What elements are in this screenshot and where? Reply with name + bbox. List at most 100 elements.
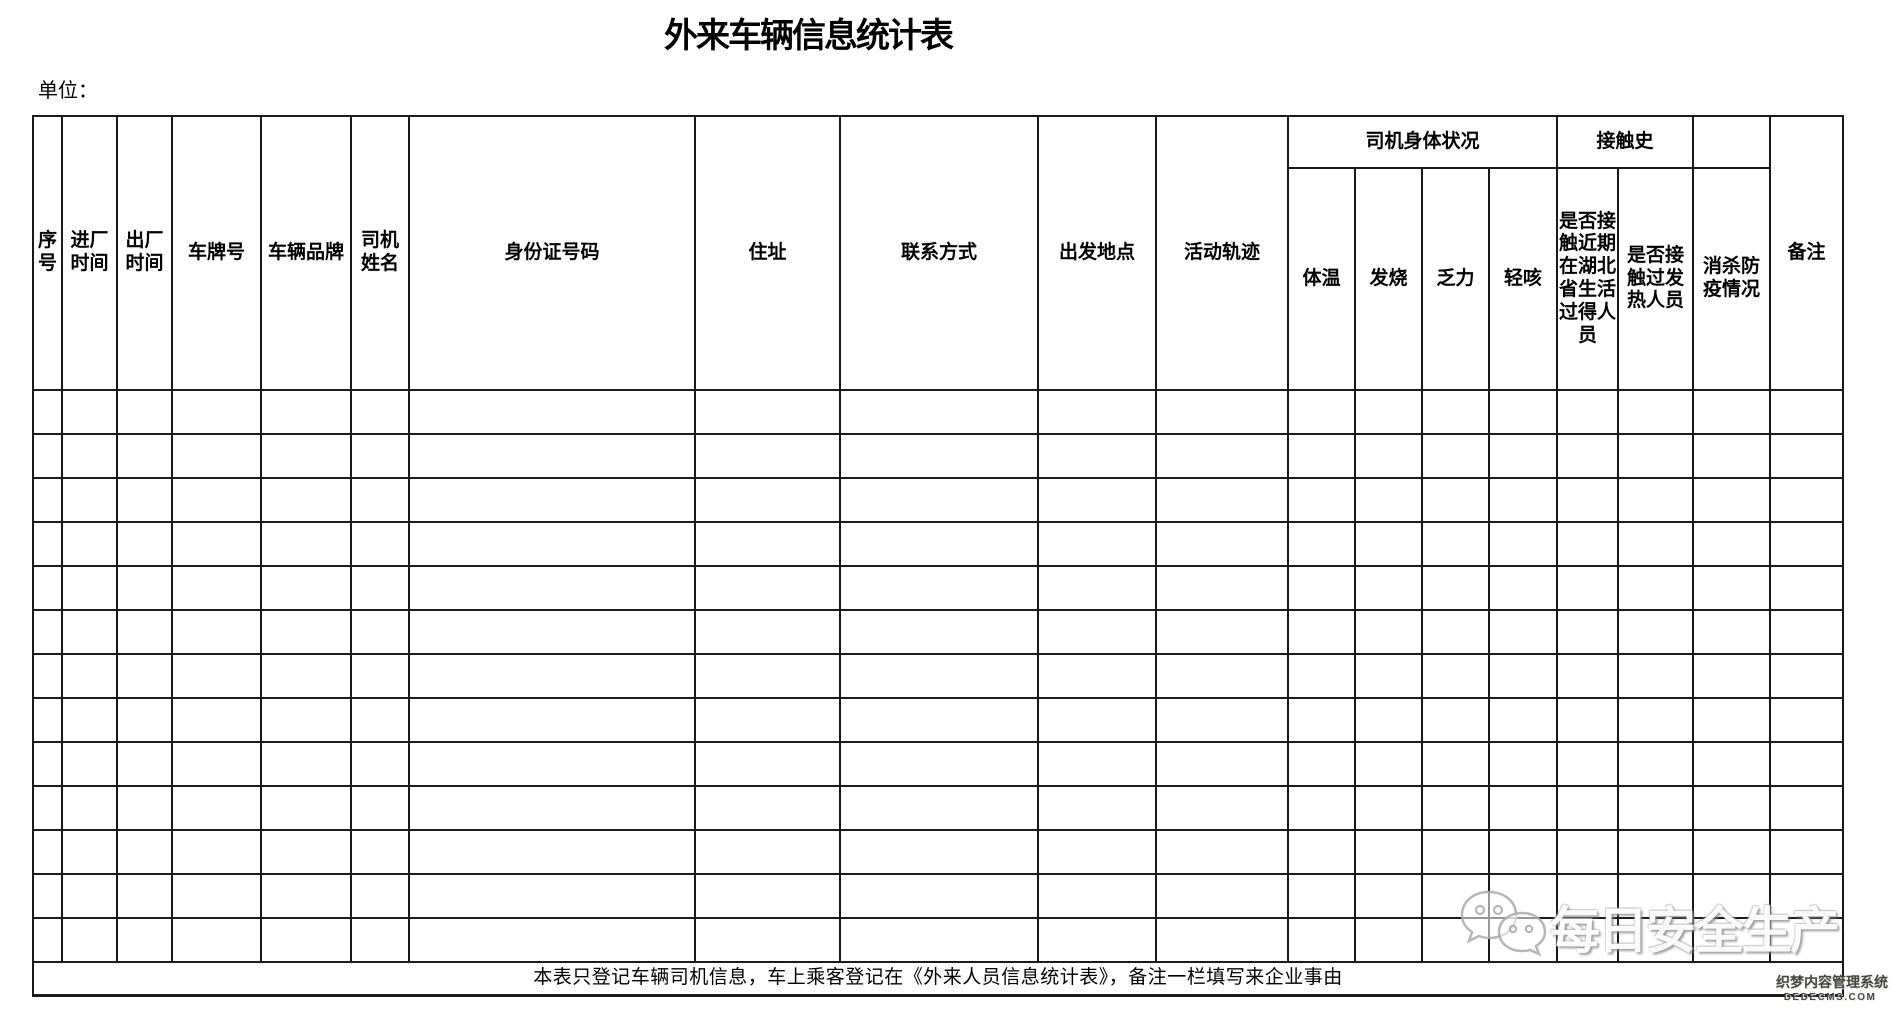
table-cell [1037,653,1157,699]
table-cell [1692,697,1772,743]
table-cell [32,741,63,787]
table-cell [1692,609,1772,655]
table-cell [1556,433,1620,479]
col-entry-time: 进厂时间 [61,115,118,391]
table-cell [61,653,118,699]
table-cell [260,389,352,435]
table-cell [171,565,262,611]
table-cell [839,697,1039,743]
table-cell [171,741,262,787]
table-cell [1037,829,1157,875]
table-cell [350,653,410,699]
table-cell [1692,433,1772,479]
table-cell [408,521,696,567]
table-cell [116,741,173,787]
table-cell [1037,917,1157,963]
table-cell [1037,389,1157,435]
table-cell [1421,565,1490,611]
table-cell [1421,741,1490,787]
table-cell [116,609,173,655]
table-cell [1421,653,1490,699]
table-cell [1692,785,1772,831]
empty-group-header-cell [1692,115,1772,169]
table-cell [839,389,1039,435]
group-driver-health: 司机身体状况 [1286,115,1559,169]
table-cell [1769,609,1845,655]
col-fever-contact: 是否接触过发热人员 [1617,167,1695,391]
col-temperature: 体温 [1287,167,1356,391]
table-cell [32,477,63,523]
table-cell [839,917,1039,963]
table-cell [1155,477,1289,523]
table-cell [408,785,696,831]
table-cell [694,917,841,963]
table-cell [350,785,410,831]
table-cell [1769,741,1845,787]
table-cell [1556,653,1620,699]
table-cell [1692,389,1772,435]
table-cell [1421,917,1490,963]
table-cell [694,609,841,655]
col-contact: 联系方式 [839,115,1039,391]
table-cell [1769,565,1845,611]
table-cell [116,653,173,699]
table-cell [116,389,173,435]
table-cell [1354,653,1423,699]
header-sub-row: 体温 发烧 乏力 轻咳 是否接触近期在湖北省生活过得人员 是否接触过发热人员 消… [33,167,1843,391]
table-cell [61,389,118,435]
table-cell [350,389,410,435]
table-cell [1769,873,1845,919]
table-row [32,917,1845,963]
table-cell [1487,433,1559,479]
page-title: 外来车辆信息统计表 [664,18,954,55]
table-cell [1287,609,1356,655]
table-cell [1354,521,1423,567]
table-cell [350,873,410,919]
table-cell [839,785,1039,831]
table-row [32,433,1845,479]
table-cell [1155,829,1289,875]
table-cell [1037,477,1157,523]
table-cell [1287,653,1356,699]
table-cell [694,653,841,699]
table-cell [1556,917,1620,963]
table-cell [171,785,262,831]
table-cell [694,521,841,567]
col-activity-track: 活动轨迹 [1155,115,1289,391]
table-cell [1556,477,1620,523]
table-cell [32,521,63,567]
table-cell [1037,609,1157,655]
table-row [32,521,1845,567]
table-cell [408,873,696,919]
table-cell [839,477,1039,523]
table-cell [61,917,118,963]
col-fever: 发烧 [1354,167,1423,391]
table-row [32,477,1845,523]
table-cell [32,565,63,611]
table-cell [171,873,262,919]
col-cough: 轻咳 [1487,167,1559,391]
col-vehicle-brand: 车辆品牌 [260,115,352,391]
table-cell [1487,653,1559,699]
table-cell [1617,477,1695,523]
table-cell [32,917,63,963]
table-cell [1769,389,1845,435]
table-cell [1354,917,1423,963]
table-cell [408,389,696,435]
table-cell [694,389,841,435]
table-cell [32,389,63,435]
table-cell [1421,521,1490,567]
table-cell [260,433,352,479]
vehicle-info-table: 序号 进厂时间 出厂时间 车牌号 车辆品牌 司机姓名 身份证号码 住址 联系方式… [31,115,1845,997]
cms-badge-domain: DEDECMS.COM [1783,992,1877,1003]
col-hubei-contact: 是否接触近期在湖北省生活过得人员 [1556,167,1620,391]
table-cell [32,609,63,655]
table-cell [1487,609,1559,655]
col-exit-time: 出厂时间 [116,115,173,391]
table-cell [171,389,262,435]
table-cell [694,785,841,831]
table-cell [61,565,118,611]
table-cell [350,741,410,787]
table-cell [1692,917,1772,963]
table-row [32,389,1845,435]
